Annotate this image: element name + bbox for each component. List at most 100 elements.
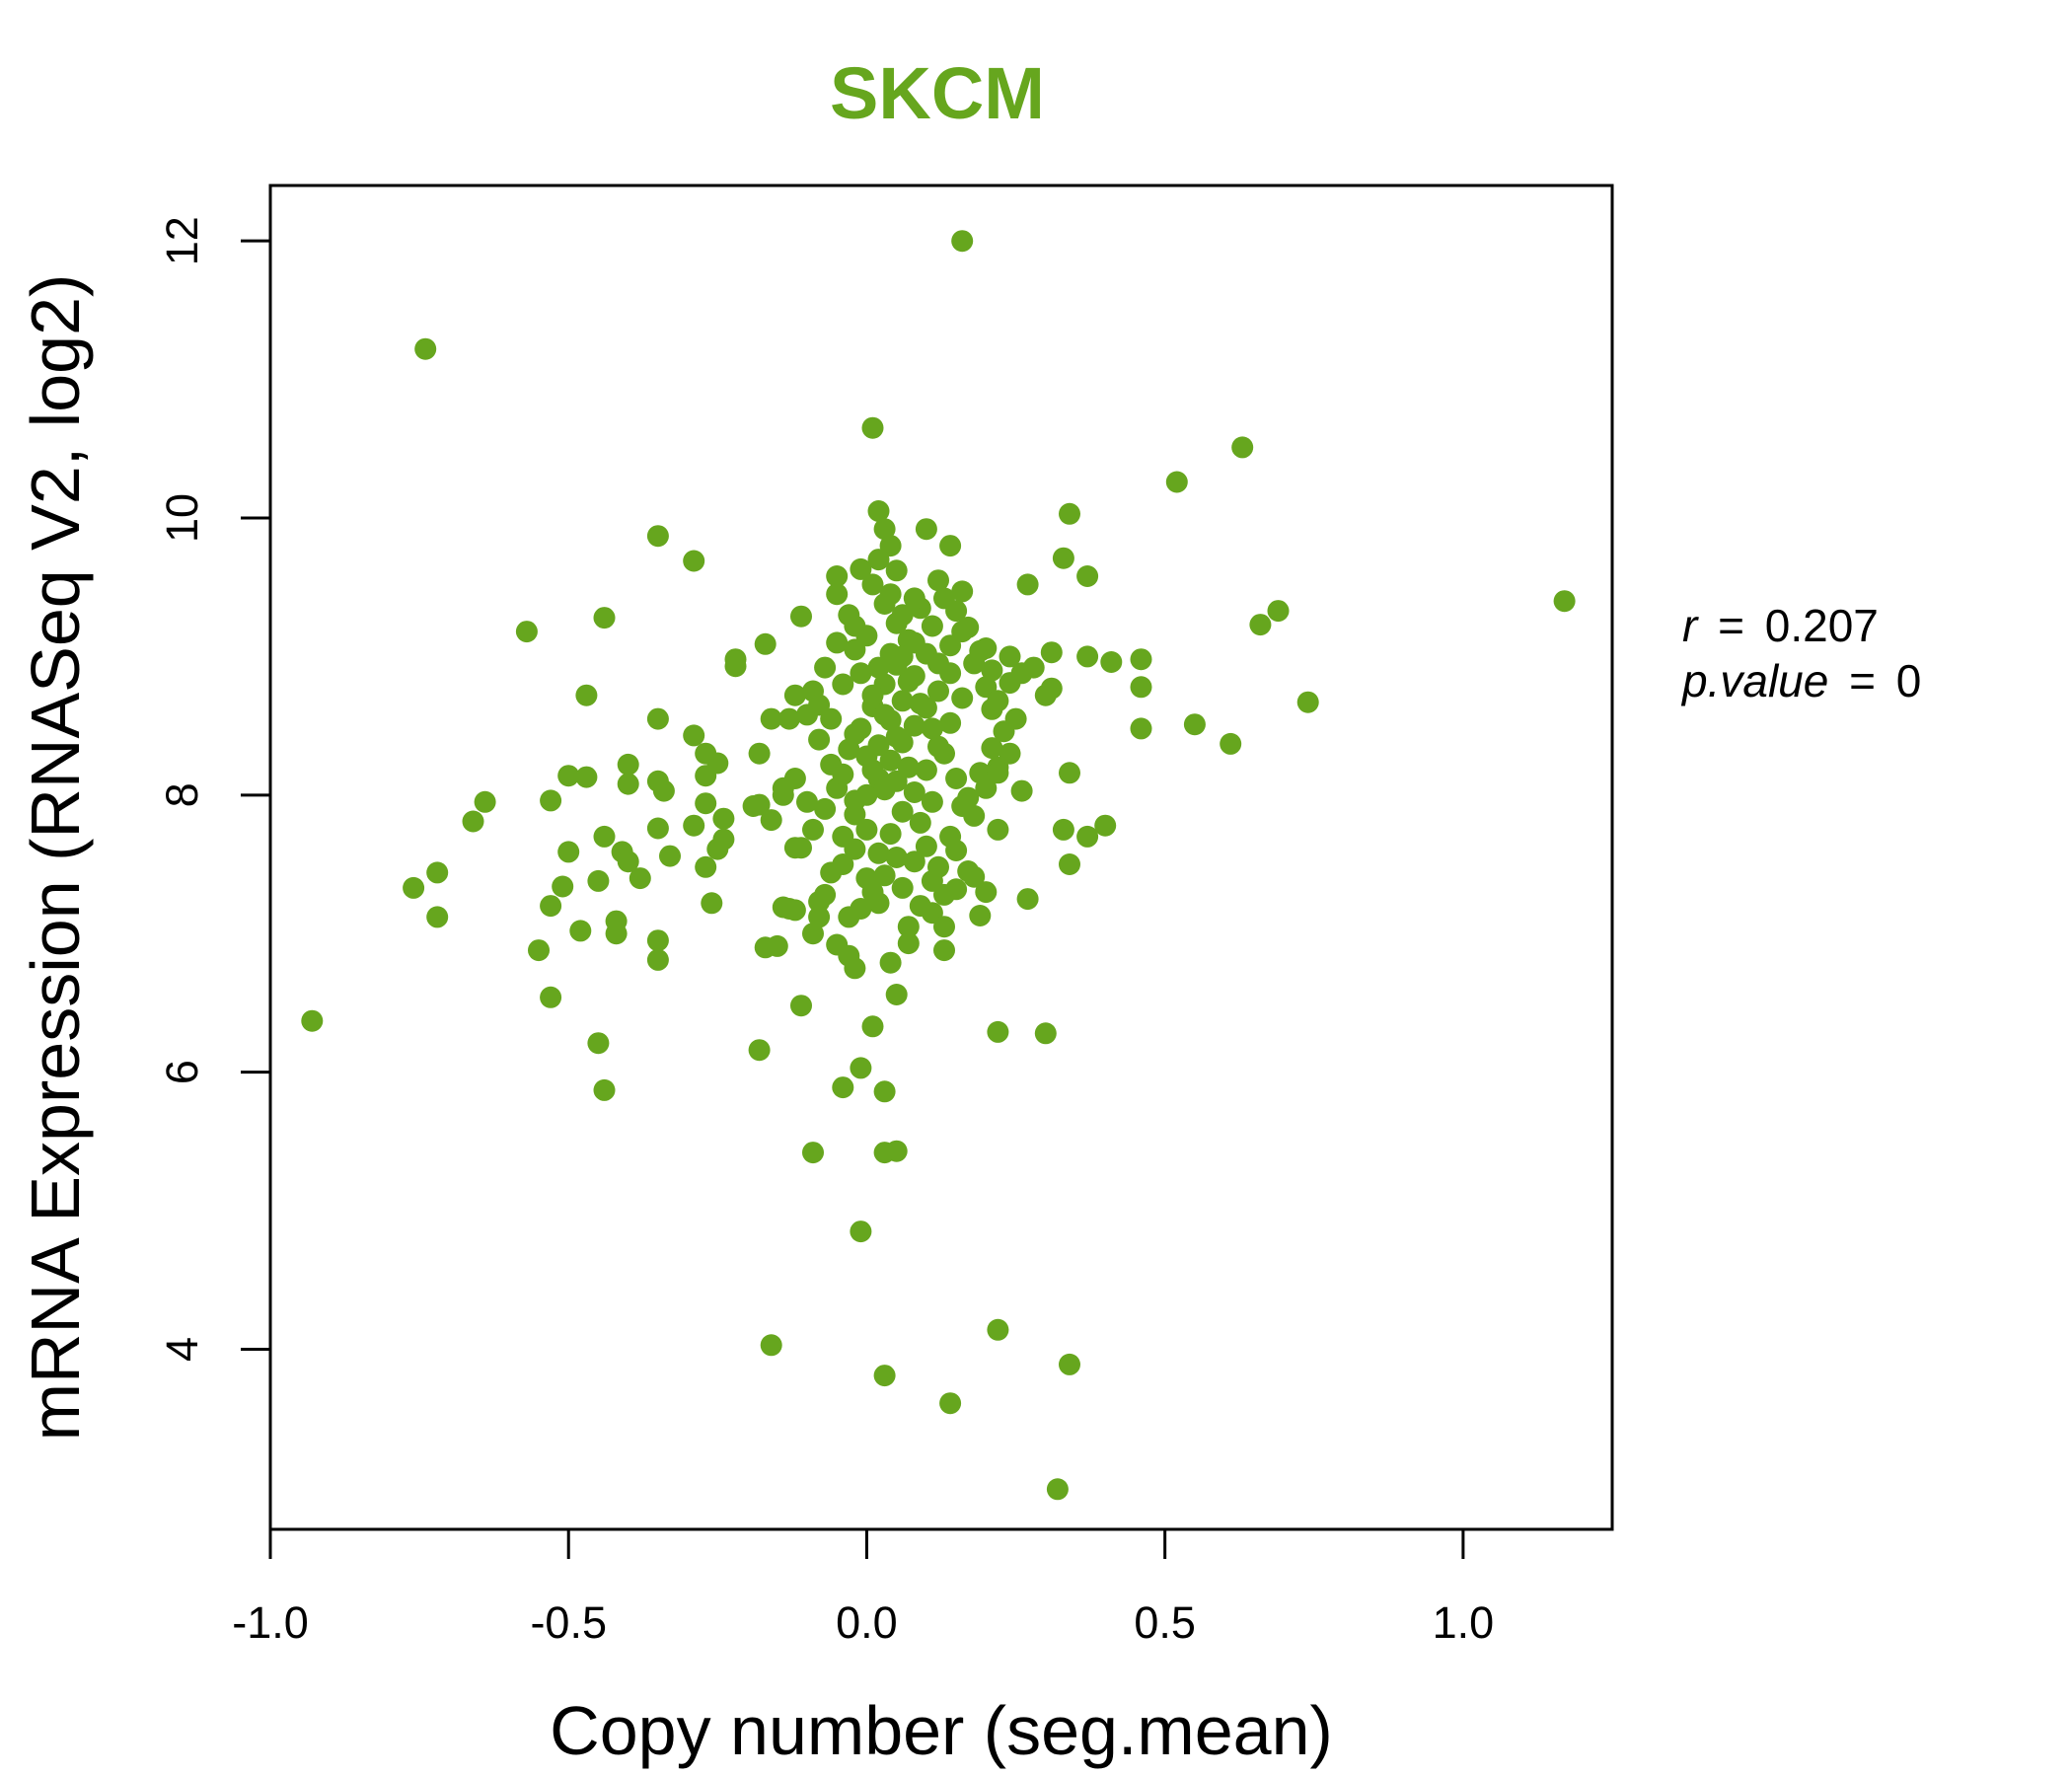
x-tick-label: 0.0 xyxy=(836,1597,898,1648)
data-point xyxy=(617,753,639,776)
x-tick-label: 1.0 xyxy=(1433,1597,1495,1648)
data-point xyxy=(540,789,562,812)
data-point xyxy=(873,518,896,541)
data-point xyxy=(832,1076,854,1099)
points-layer xyxy=(301,230,1576,1501)
data-point xyxy=(748,742,771,765)
data-point xyxy=(909,811,931,834)
data-point xyxy=(987,1318,1009,1341)
data-point xyxy=(808,728,831,751)
data-point xyxy=(783,899,806,922)
data-point xyxy=(844,789,866,812)
data-point xyxy=(528,939,550,962)
data-point xyxy=(301,1009,324,1032)
data-point xyxy=(891,876,914,899)
data-point xyxy=(945,840,968,861)
data-point xyxy=(1130,717,1152,740)
data-point xyxy=(814,797,837,820)
data-point xyxy=(1076,825,1099,848)
data-point xyxy=(766,934,788,957)
data-point xyxy=(891,604,914,627)
data-point xyxy=(575,684,598,706)
y-axis: 4 6 8 10 12 xyxy=(157,216,272,1362)
data-point xyxy=(540,986,562,1008)
x-tick-label: 0.5 xyxy=(1134,1597,1196,1648)
data-point xyxy=(1052,547,1074,569)
data-point xyxy=(1046,1478,1069,1501)
y-tick-label: 6 xyxy=(157,1060,207,1084)
data-point xyxy=(783,684,806,706)
data-point xyxy=(772,783,794,806)
data-point xyxy=(987,762,1009,784)
data-point xyxy=(760,707,782,730)
r-stat-value: 0.207 xyxy=(1765,600,1879,651)
data-point xyxy=(981,737,1003,760)
data-point xyxy=(593,825,616,848)
data-point xyxy=(867,500,890,522)
data-point xyxy=(879,709,902,731)
data-point xyxy=(593,607,616,629)
data-point xyxy=(903,714,925,737)
p-stat: p.value = 0 xyxy=(1680,655,1921,706)
chart-title: SKCM xyxy=(830,52,1045,134)
x-axis: -1.0 -0.5 0.0 0.5 1.0 xyxy=(232,1527,1495,1648)
data-point xyxy=(575,766,598,788)
data-point xyxy=(885,847,908,868)
data-point xyxy=(903,665,925,688)
data-point xyxy=(921,790,943,813)
data-point xyxy=(1010,779,1033,802)
data-point xyxy=(873,1365,896,1387)
data-point xyxy=(1165,471,1188,493)
x-axis-label: Copy number (seg.mean) xyxy=(550,1692,1333,1769)
data-point xyxy=(808,694,831,716)
data-point xyxy=(1059,762,1080,784)
x-tick-label: -0.5 xyxy=(530,1597,607,1648)
data-point xyxy=(629,867,651,890)
data-point xyxy=(802,923,824,945)
r-stat-eq: = xyxy=(1718,600,1744,651)
data-point xyxy=(963,804,986,827)
data-point xyxy=(1130,648,1152,671)
data-point xyxy=(426,906,449,928)
data-point xyxy=(975,637,998,659)
data-point xyxy=(969,762,992,784)
data-point xyxy=(540,895,562,918)
data-point xyxy=(826,583,849,606)
data-point xyxy=(879,823,902,846)
data-point xyxy=(873,864,896,887)
data-point xyxy=(945,768,968,789)
data-point xyxy=(414,337,437,360)
data-point xyxy=(897,932,920,955)
data-point xyxy=(605,923,628,945)
data-point xyxy=(850,1057,872,1079)
data-point xyxy=(897,916,920,938)
data-point xyxy=(1059,1353,1080,1375)
data-point xyxy=(557,765,580,787)
p-stat-value: 0 xyxy=(1896,655,1922,706)
data-point xyxy=(790,605,812,628)
data-point xyxy=(706,838,729,860)
data-point xyxy=(1022,656,1045,679)
data-point xyxy=(593,1078,616,1101)
data-point xyxy=(1296,691,1319,713)
data-point xyxy=(832,853,854,875)
data-point xyxy=(646,525,669,548)
data-point xyxy=(712,807,735,830)
data-point xyxy=(695,792,717,815)
data-point xyxy=(748,793,771,816)
data-point xyxy=(850,557,872,580)
data-point xyxy=(796,790,818,813)
data-point xyxy=(808,906,831,928)
data-point xyxy=(927,680,949,703)
data-point xyxy=(987,818,1009,841)
y-tick-label: 12 xyxy=(157,216,207,265)
data-point xyxy=(903,587,925,610)
data-point xyxy=(754,632,777,655)
data-point xyxy=(939,535,962,557)
data-point xyxy=(802,1142,824,1164)
data-point xyxy=(850,662,872,685)
data-point xyxy=(646,707,669,730)
y-tick-label: 8 xyxy=(157,782,207,807)
data-point xyxy=(760,1334,782,1357)
